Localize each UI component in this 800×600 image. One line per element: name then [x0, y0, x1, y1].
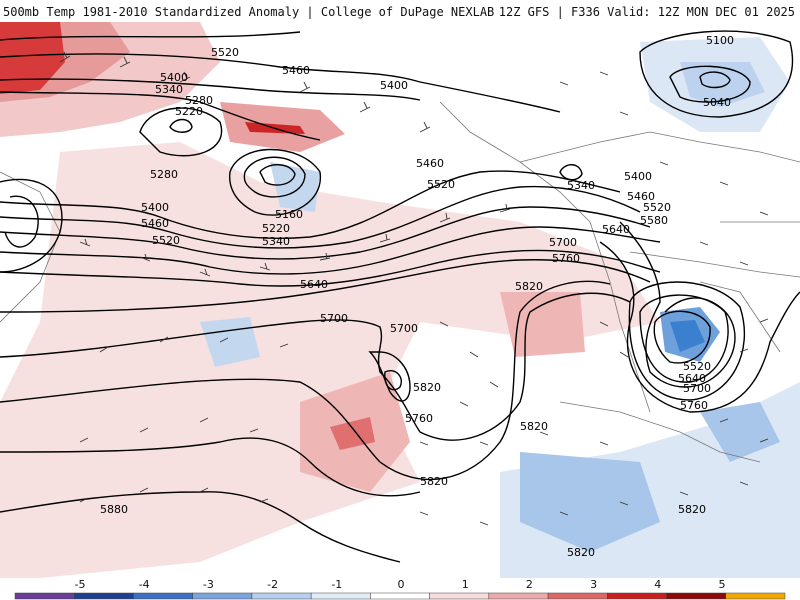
contour-label: 5400: [160, 71, 188, 84]
colorbar-tick-label: 5: [718, 578, 726, 591]
product-title: 500mb Temp 1981-2010 Standardized Anomal…: [3, 5, 495, 19]
contour-label: 5460: [141, 217, 169, 230]
contour-label: 5760: [552, 252, 580, 265]
colorbar-scale: [14, 592, 786, 600]
colorbar-tick-label: -1: [331, 578, 343, 591]
colorbar-swatch: [666, 592, 727, 600]
colorbar-tick-label: -3: [202, 578, 214, 591]
contour-label: 5460: [416, 157, 444, 170]
colorbar-swatch: [73, 592, 134, 600]
contour-labels: 5520 5460 5400 5340 5280 5220 5400 5160 …: [100, 34, 734, 559]
contour-label: 5220: [262, 222, 290, 235]
contour-label: 5520: [211, 46, 239, 59]
colorbar-swatch: [310, 592, 371, 600]
anomaly-map: 5520 5460 5400 5340 5280 5220 5400 5160 …: [0, 22, 800, 578]
contour-label: 5640: [300, 278, 328, 291]
contour-label: 5700: [390, 322, 418, 335]
anomaly-colorbar: -5 -4 -3 -2 -1 0 1 2 3 4 5: [0, 578, 800, 600]
contour-label: 5520: [683, 360, 711, 373]
contour-label: 5520: [152, 234, 180, 247]
colorbar-swatch: [488, 592, 549, 600]
colorbar-tick-label: 2: [525, 578, 533, 591]
contour-label: 5700: [320, 312, 348, 325]
contour-label: 5280: [185, 94, 213, 107]
contour-label: 5040: [703, 96, 731, 109]
contour-label: 5820: [678, 503, 706, 516]
colorbar-swatch: [547, 592, 608, 600]
contour-label: 5400: [141, 201, 169, 214]
contour-label: 5820: [413, 381, 441, 394]
colorbar-swatch: [14, 592, 75, 600]
colorbar-tick-label: 4: [654, 578, 662, 591]
contour-label: 5880: [100, 503, 128, 516]
contour-label: 5820: [515, 280, 543, 293]
contour-label: 5100: [706, 34, 734, 47]
contour-label: 5580: [640, 214, 668, 227]
colorbar-swatch: [370, 592, 430, 600]
colorbar-swatch: [251, 592, 312, 600]
contour-label: 5640: [602, 223, 630, 236]
contour-label: 5760: [405, 412, 433, 425]
colorbar-swatch: [133, 592, 193, 600]
colorbar-swatch: [607, 592, 667, 600]
height-contours: [0, 30, 800, 563]
contour-label: 5400: [624, 170, 652, 183]
colorbar-tick-label: 1: [461, 578, 469, 591]
contour-label: 5160: [275, 208, 303, 221]
colorbar-swatch: [429, 592, 490, 600]
contour-label: 5520: [427, 178, 455, 191]
contour-label: 5340: [262, 235, 290, 248]
colorbar-tick-label: 3: [590, 578, 598, 591]
colorbar-tick-label: -2: [267, 578, 279, 591]
wind-barbs: [59, 51, 769, 526]
contour-label: 5700: [683, 382, 711, 395]
contour-label: 5640: [678, 372, 706, 385]
colorbar-swatch: [192, 592, 253, 600]
colorbar-tick-label: 0: [397, 578, 405, 591]
contour-label: 5520: [643, 201, 671, 214]
contour-label: 5820: [567, 546, 595, 559]
contour-label: 5820: [520, 420, 548, 433]
colorbar-tick-label: -4: [138, 578, 150, 591]
contour-label: 5280: [150, 168, 178, 181]
contour-label: 5700: [549, 236, 577, 249]
contour-label: 5340: [155, 83, 183, 96]
run-valid-time: 12Z GFS | F336 Valid: 12Z MON DEC 01 202…: [498, 5, 795, 19]
colorbar-tick-label: -5: [74, 578, 86, 591]
contour-label: 5820: [420, 475, 448, 488]
colorbar-swatch: [725, 592, 786, 600]
contour-label: 5400: [380, 79, 408, 92]
contour-label: 5340: [567, 179, 595, 192]
contour-label: 5460: [627, 190, 655, 203]
header-bar: 500mb Temp 1981-2010 Standardized Anomal…: [0, 0, 800, 22]
anomaly-shading: [0, 22, 800, 578]
contour-label: 5760: [680, 399, 708, 412]
contour-label: 5220: [175, 105, 203, 118]
contour-label: 5460: [282, 64, 310, 77]
